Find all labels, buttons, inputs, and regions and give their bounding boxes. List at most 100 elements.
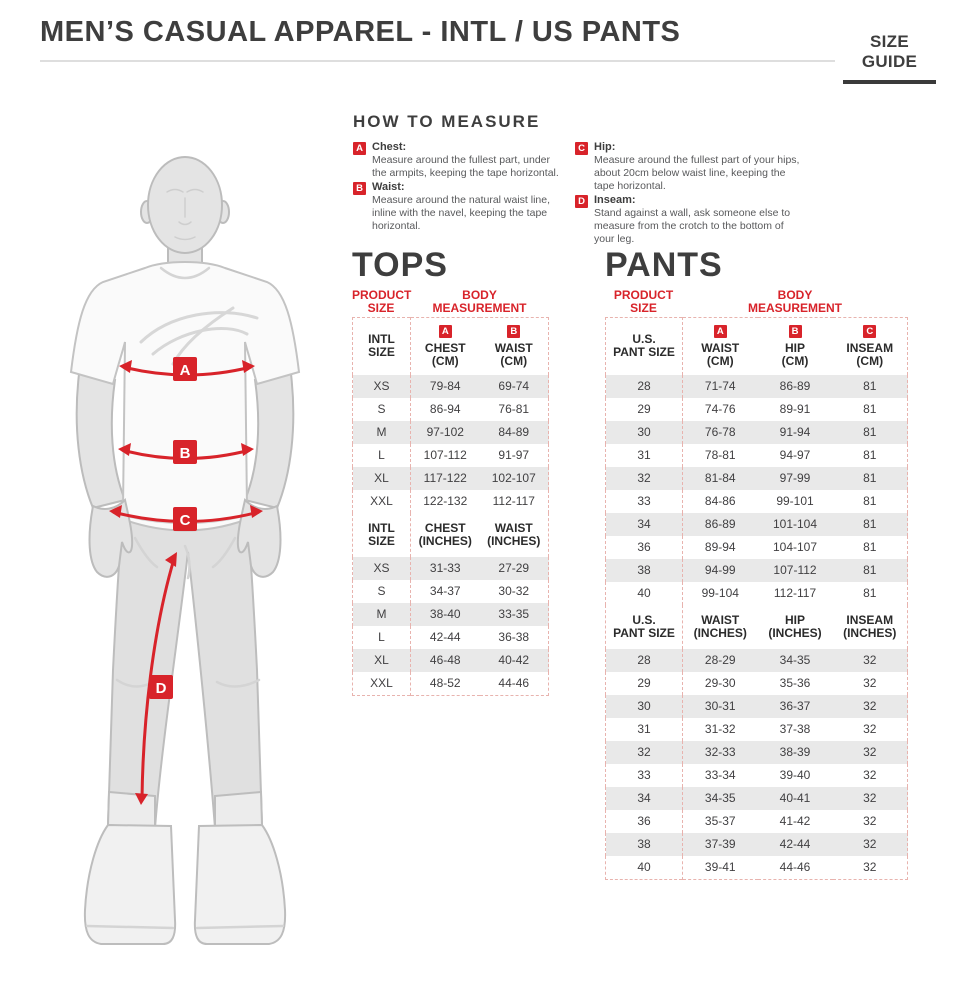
table-cell: 35-37 xyxy=(704,813,736,828)
table-cell: 38 xyxy=(605,558,683,582)
table-cell: 28 xyxy=(605,648,683,672)
table-cell: 107-112 xyxy=(773,562,817,577)
table-cell: 97-102 xyxy=(426,424,464,439)
table-cell: 40-42 xyxy=(498,652,530,667)
table-row: 34 86-89 101-104 81 xyxy=(605,512,908,536)
table-cell: 122-132 xyxy=(423,493,468,508)
marker-d: D xyxy=(149,675,173,699)
table-cell: 102-107 xyxy=(491,470,536,485)
left-cuff xyxy=(106,790,156,830)
table-cell: 31-32 xyxy=(704,721,736,736)
svg-text:B: B xyxy=(180,445,191,462)
table-cell: 84-89 xyxy=(498,424,530,439)
size-column-header: U.S. PANT SIZE xyxy=(605,317,683,375)
table-header-row: U.S. PANT SIZE WAIST (INCHES) HIP (INCHE… xyxy=(605,604,908,649)
tops-table: INTL SIZE A CHEST (CM) B WAIST (CM) XS 79… xyxy=(352,317,549,696)
column-marker-c: C xyxy=(863,324,877,338)
table-cell: 99-104 xyxy=(701,585,739,600)
table-cell: 28-29 xyxy=(704,652,736,667)
table-cell: L xyxy=(352,625,411,649)
waist-cm-column-header: B WAIST (CM) xyxy=(494,324,533,368)
table-cell: 36 xyxy=(605,809,683,833)
table-header-row: INTL SIZE CHEST (INCHES) WAIST (INCHES) xyxy=(352,512,549,557)
table-cell: 40 xyxy=(605,855,683,879)
table-cell: 81 xyxy=(863,493,877,508)
measure-item-hip: C Hip: Measure around the fullest part o… xyxy=(575,141,801,193)
table-cell: 42-44 xyxy=(779,836,811,851)
waist-cm-column-header: A WAIST (CM) xyxy=(701,324,740,368)
pants-cm-rows: 28 71-74 86-89 81 29 74-76 89-91 81 30 76-78 91-94… xyxy=(605,374,908,605)
table-cell: 81 xyxy=(863,401,877,416)
table-row: XS 79-84 69-74 xyxy=(352,374,549,398)
table-row: S 34-37 30-32 xyxy=(352,579,549,603)
marker-a: A xyxy=(173,357,197,381)
right-knee-crease xyxy=(215,678,261,688)
right-cuff xyxy=(214,790,264,830)
table-cell: 33-35 xyxy=(498,606,530,621)
product-size-header: PRODUCT SIZE xyxy=(613,288,674,315)
table-cell: 81-84 xyxy=(704,470,736,485)
table-cell: 42-44 xyxy=(429,629,461,644)
table-cell: 79-84 xyxy=(429,378,461,393)
tops-title: TOPS xyxy=(352,246,448,284)
table-row: 40 99-104 112-117 81 xyxy=(605,581,908,605)
chest-inches-column-header: CHEST (INCHES) xyxy=(418,520,472,548)
table-row: M 97-102 84-89 xyxy=(352,420,549,444)
table-cell: 76-78 xyxy=(704,424,736,439)
table-row: M 38-40 33-35 xyxy=(352,602,549,626)
svg-text:C: C xyxy=(180,512,191,529)
table-cell: 86-89 xyxy=(704,516,736,531)
table-cell: 37-39 xyxy=(704,836,736,851)
table-cell: 91-97 xyxy=(498,447,530,462)
size-guide-link[interactable]: SIZE GUIDE xyxy=(843,32,936,84)
table-row: XL 117-122 102-107 xyxy=(352,466,549,490)
table-cell: 32 xyxy=(863,790,877,805)
pants-title: PANTS xyxy=(605,246,723,284)
measure-description: Stand against a wall, ask someone else t… xyxy=(594,207,791,245)
table-cell: 81 xyxy=(863,516,877,531)
measure-item-inseam: D Inseam: Stand against a wall, ask some… xyxy=(575,194,801,246)
table-cell: 36-37 xyxy=(779,698,811,713)
table-cell: 46-48 xyxy=(429,652,461,667)
right-forearm xyxy=(243,372,295,510)
table-cell: 35-36 xyxy=(779,675,811,690)
table-cell: XL xyxy=(352,648,411,672)
page-title: MEN’S CASUAL APPAREL - INTL / US PANTS xyxy=(40,16,681,48)
table-cell: 32 xyxy=(863,721,877,736)
table-cell: 78-81 xyxy=(704,447,736,462)
table-cell: 74-76 xyxy=(704,401,736,416)
table-cell: 99-101 xyxy=(776,493,814,508)
table-cell: 32 xyxy=(863,813,877,828)
pants-fly-line xyxy=(183,544,191,580)
table-cell: XS xyxy=(352,374,411,398)
tops-group-headers: PRODUCT SIZE BODY MEASUREMENT xyxy=(352,289,549,314)
pants-group-headers: PRODUCT SIZE BODY MEASUREMENT xyxy=(605,289,908,314)
table-cell: 48-52 xyxy=(429,675,461,690)
table-cell: 117-122 xyxy=(423,470,467,485)
table-row: 38 37-39 42-44 32 xyxy=(605,832,908,856)
table-cell: 32-33 xyxy=(704,744,736,759)
measure-label: Waist: xyxy=(372,181,405,193)
table-row: XXL 48-52 44-46 xyxy=(352,671,549,695)
table-row: 36 89-94 104-107 81 xyxy=(605,535,908,559)
pants-section: PANTS PRODUCT SIZE BODY MEASUREMENT U.S.… xyxy=(605,246,908,880)
measure-label: Hip: xyxy=(594,141,616,153)
column-marker-b: B xyxy=(788,324,802,338)
how-to-measure-left-column: A Chest: Measure around the fullest part… xyxy=(353,141,561,234)
measure-description: Measure around the natural waist line, i… xyxy=(372,194,551,232)
table-row: L 107-112 91-97 xyxy=(352,443,549,467)
size-column-header: U.S. PANT SIZE xyxy=(605,604,683,649)
table-cell: S xyxy=(352,579,411,603)
table-row: 29 74-76 89-91 81 xyxy=(605,397,908,421)
table-header-row: U.S. PANT SIZE A WAIST (CM) B HIP (CM) C… xyxy=(605,317,908,375)
table-row: 32 81-84 97-99 81 xyxy=(605,466,908,490)
table-cell: 104-107 xyxy=(772,539,818,554)
table-cell: 33 xyxy=(605,763,683,787)
table-cell: XXL xyxy=(352,489,411,513)
table-row: 38 94-99 107-112 81 xyxy=(605,558,908,582)
table-cell: 31-33 xyxy=(429,560,461,575)
table-cell: 112-117 xyxy=(492,493,535,508)
table-cell: 81 xyxy=(863,447,877,462)
table-cell: 32 xyxy=(863,767,877,782)
